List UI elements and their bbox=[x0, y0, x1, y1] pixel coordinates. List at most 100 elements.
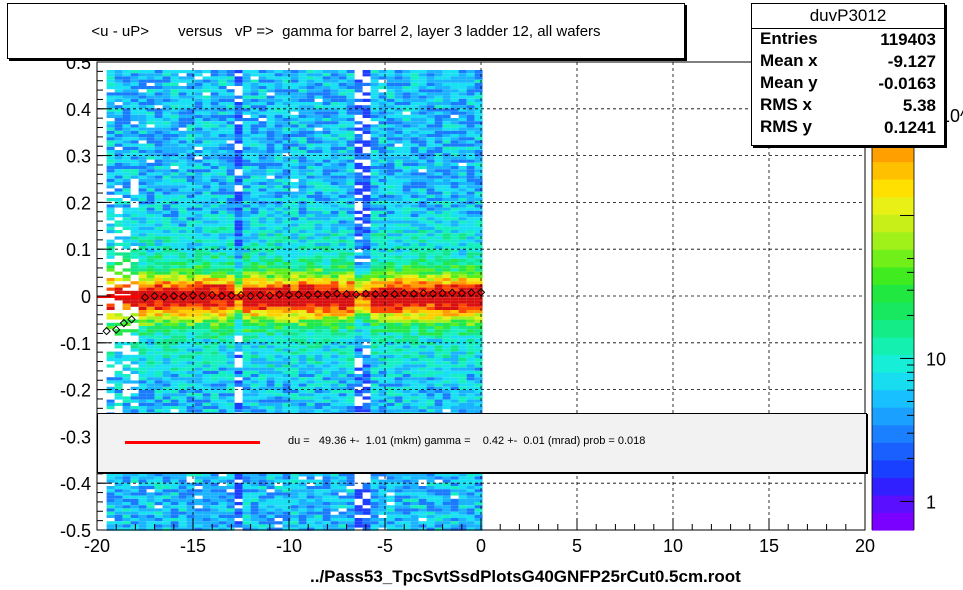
heatmap-cell bbox=[122, 95, 131, 99]
heatmap-cell bbox=[274, 396, 283, 400]
heatmap-cell bbox=[394, 220, 403, 224]
heatmap-cell bbox=[194, 406, 203, 410]
heatmap-cell bbox=[122, 153, 131, 157]
heatmap-cell bbox=[226, 143, 235, 147]
heatmap-cell bbox=[474, 134, 483, 138]
heatmap-cell bbox=[266, 204, 275, 208]
heatmap-cell bbox=[250, 342, 259, 346]
heatmap-cell bbox=[362, 402, 371, 406]
heatmap-cell bbox=[242, 220, 251, 224]
heatmap-cell bbox=[274, 262, 283, 266]
heatmap-cell bbox=[146, 201, 155, 205]
heatmap-cell bbox=[322, 297, 331, 301]
heatmap-cell bbox=[162, 92, 171, 96]
heatmap-cell bbox=[290, 313, 299, 317]
heatmap-cell bbox=[418, 319, 427, 323]
heatmap-cell bbox=[226, 287, 235, 291]
heatmap-cell bbox=[394, 236, 403, 240]
heatmap-cell bbox=[282, 377, 291, 381]
heatmap-cell bbox=[266, 143, 275, 147]
heatmap-cell bbox=[370, 354, 379, 358]
heatmap-cell bbox=[362, 156, 371, 160]
heatmap-cell bbox=[250, 402, 259, 406]
heatmap-cell bbox=[458, 153, 467, 157]
heatmap-cell bbox=[282, 322, 291, 326]
heatmap-cell bbox=[178, 290, 187, 294]
heatmap-cell bbox=[426, 294, 435, 298]
heatmap-cell bbox=[258, 89, 267, 93]
heatmap-cell bbox=[282, 313, 291, 317]
heatmap-cell bbox=[314, 102, 323, 106]
heatmap-cell bbox=[290, 79, 299, 83]
heatmap-cell bbox=[210, 262, 219, 266]
heatmap-cell bbox=[434, 150, 443, 154]
heatmap-cell bbox=[146, 396, 155, 400]
heatmap-cell bbox=[226, 348, 235, 352]
heatmap-cell bbox=[322, 191, 331, 195]
heatmap-cell bbox=[266, 86, 275, 90]
heatmap-cell bbox=[442, 396, 451, 400]
heatmap-cell bbox=[314, 338, 323, 342]
heatmap-cell bbox=[178, 332, 187, 336]
heatmap-cell bbox=[386, 130, 395, 134]
heatmap-cell bbox=[410, 166, 419, 170]
heatmap-cell bbox=[106, 399, 115, 403]
heatmap-cell bbox=[154, 124, 163, 128]
heatmap-cell bbox=[378, 73, 387, 77]
heatmap-cell bbox=[226, 188, 235, 192]
heatmap-cell bbox=[274, 252, 283, 256]
heatmap-cell bbox=[202, 316, 211, 320]
heatmap-cell bbox=[178, 95, 187, 99]
heatmap-cell bbox=[258, 198, 267, 202]
heatmap-cell bbox=[362, 322, 371, 326]
heatmap-cell bbox=[162, 358, 171, 362]
heatmap-cell bbox=[202, 393, 211, 397]
heatmap-cell bbox=[322, 111, 331, 115]
heatmap-cell bbox=[402, 258, 411, 262]
heatmap-cell bbox=[346, 390, 355, 394]
heatmap-cell bbox=[450, 130, 459, 134]
heatmap-cell bbox=[266, 313, 275, 317]
heatmap-cell bbox=[394, 399, 403, 403]
heatmap-cell bbox=[394, 326, 403, 330]
heatmap-cell bbox=[162, 134, 171, 138]
heatmap-cell bbox=[242, 143, 251, 147]
heatmap-cell bbox=[386, 354, 395, 358]
heatmap-cell bbox=[394, 226, 403, 230]
heatmap-cell bbox=[266, 98, 275, 102]
heatmap-cell bbox=[202, 89, 211, 93]
heatmap-cell bbox=[218, 79, 227, 83]
heatmap-cell bbox=[394, 178, 403, 182]
heatmap-cell bbox=[138, 178, 147, 182]
heatmap-cell bbox=[186, 393, 195, 397]
heatmap-cell bbox=[298, 319, 307, 323]
heatmap-cell bbox=[394, 198, 403, 202]
heatmap-cell bbox=[282, 105, 291, 109]
heatmap-cell bbox=[458, 178, 467, 182]
heatmap-cell bbox=[458, 313, 467, 317]
heatmap-cell bbox=[274, 354, 283, 358]
heatmap-cell bbox=[394, 342, 403, 346]
heatmap-cell bbox=[362, 236, 371, 240]
heatmap-cell bbox=[258, 172, 267, 176]
heatmap-cell bbox=[466, 130, 475, 134]
heatmap-cell bbox=[162, 399, 171, 403]
heatmap-cell bbox=[114, 271, 123, 275]
heatmap-cell bbox=[322, 354, 331, 358]
heatmap-cell bbox=[114, 169, 123, 173]
heatmap-cell bbox=[186, 354, 195, 358]
heatmap-cell bbox=[402, 178, 411, 182]
heatmap-cell bbox=[178, 178, 187, 182]
heatmap-cell bbox=[290, 409, 299, 413]
heatmap-cell bbox=[418, 111, 427, 115]
heatmap-cell bbox=[258, 207, 267, 211]
heatmap-cell bbox=[442, 226, 451, 230]
heatmap-cell bbox=[122, 358, 131, 362]
heatmap-cell bbox=[226, 127, 235, 131]
heatmap-cell bbox=[282, 220, 291, 224]
heatmap-cell bbox=[314, 204, 323, 208]
heatmap-cell bbox=[474, 322, 483, 326]
heatmap-cell bbox=[194, 175, 203, 179]
heatmap-cell bbox=[298, 364, 307, 368]
heatmap-cell bbox=[394, 114, 403, 118]
